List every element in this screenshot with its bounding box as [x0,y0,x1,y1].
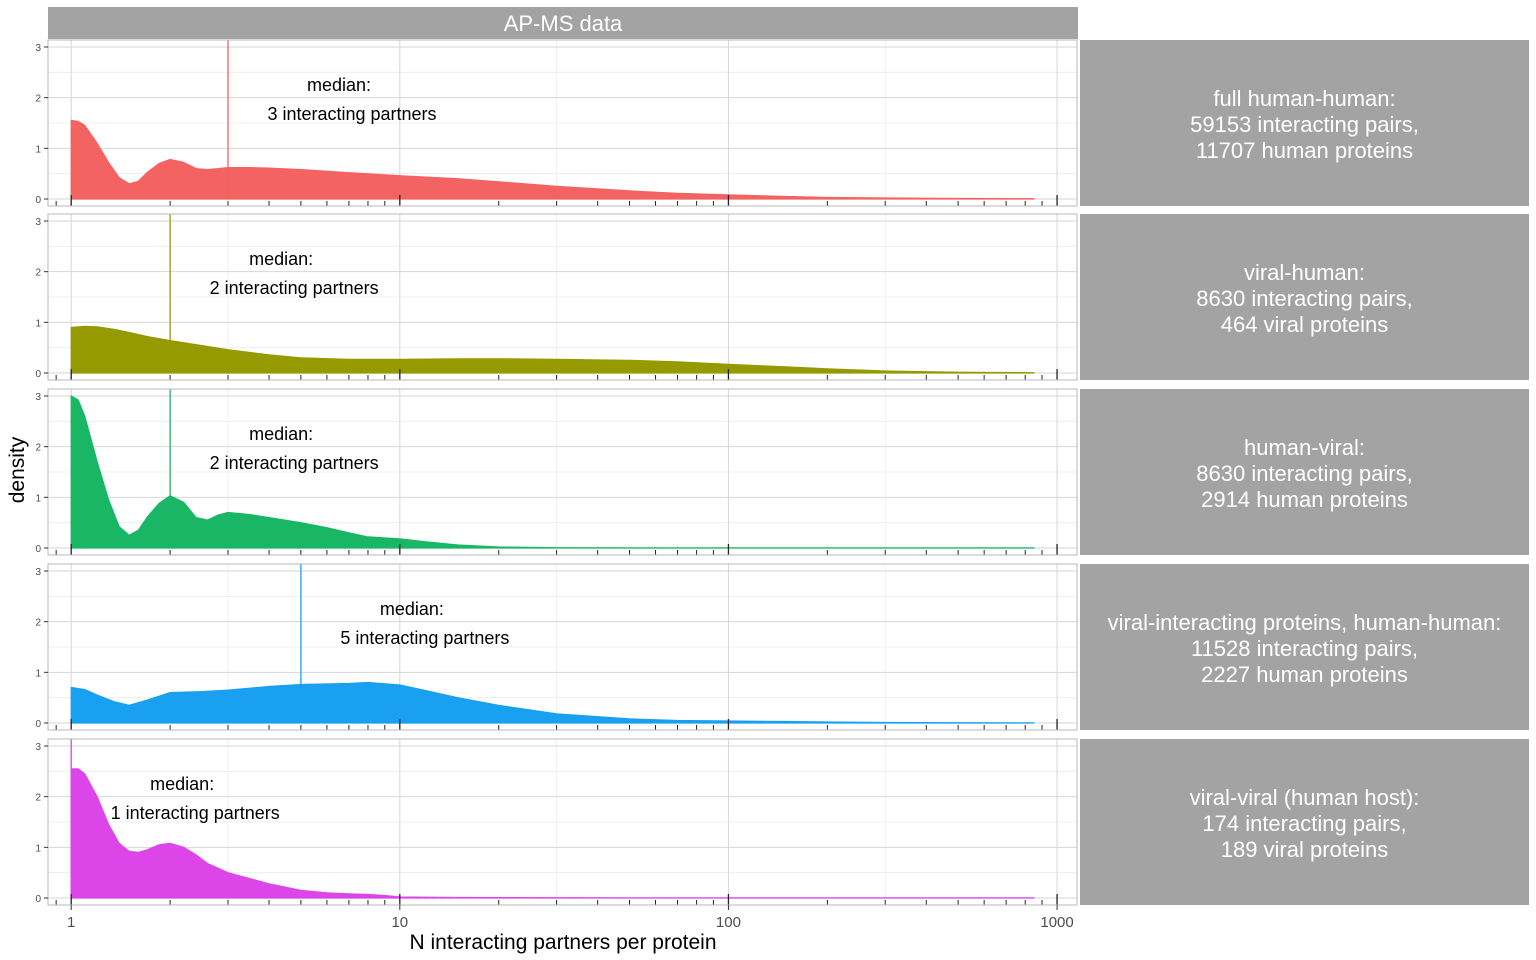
x-tick-label: 1000 [1040,914,1073,931]
y-tick-label: 1 [35,843,41,854]
panel-border [47,563,1078,731]
median-value-label: 5 interacting partners [340,628,509,648]
panel-border [47,388,1078,556]
y-tick-label: 2 [35,618,41,629]
facet-strip-line: 174 interacting pairs, [1202,811,1406,836]
panel-1: median: 3 interacting partners 0 1 2 3 full hu… [35,39,1529,207]
y-tick-label: 1 [35,668,41,679]
facet-strip-line: 2914 human proteins [1201,487,1408,512]
y-tick-label: 3 [35,567,41,578]
panel-border [47,213,1078,381]
density-area [70,681,1035,724]
y-tick-label: 1 [35,144,41,155]
panel-2: median: 2 interacting partners 0 1 2 3 viral-h… [35,213,1529,381]
x-tick-label: 10 [391,914,408,931]
x-tick-label: 100 [716,914,741,931]
facet-strip-line: 464 viral proteins [1221,312,1389,337]
y-tick-label: 2 [35,268,41,279]
facet-strip-line: full human-human: [1213,86,1395,111]
y-tick-label: 2 [35,443,41,454]
x-tick-label: 1 [67,914,75,931]
density-area [70,394,1035,549]
y-tick-label: 2 [35,94,41,105]
median-value-label: 2 interacting partners [210,453,379,473]
panel-border [47,39,1078,207]
facet-strip-line: 8630 interacting pairs, [1196,286,1412,311]
panel-3: median: 2 interacting partners 0 1 2 3 human-v… [35,388,1529,556]
median-label: median: [307,75,371,95]
median-label: median: [249,249,313,269]
chart-title: AP-MS data [504,11,623,36]
x-axis-label: N interacting partners per protein [410,931,717,954]
median-label: median: [150,774,214,794]
median-value-label: 2 interacting partners [210,278,379,298]
facet-strip-line: human-viral: [1244,435,1365,460]
y-tick-label: 3 [35,43,41,54]
facet-strip-line: viral-human: [1244,260,1365,285]
median-label: median: [380,599,444,619]
panel-border [47,738,1078,906]
y-tick-label: 0 [35,195,41,206]
facet-strip [1080,40,1529,206]
y-tick-label: 3 [35,217,41,228]
facet-strip [1080,739,1529,905]
facet-strip-line: 8630 interacting pairs, [1196,461,1412,486]
y-axis-label: density [6,436,29,503]
facet-strip-line: viral-viral (human host): [1190,785,1420,810]
y-tick-label: 0 [35,719,41,730]
facet-strip-line: 2227 human proteins [1201,662,1408,687]
density-area [70,119,1035,200]
median-value-label: 1 interacting partners [111,803,280,823]
y-tick-label: 0 [35,544,41,555]
panels: median: 3 interacting partners 0 1 2 3 full hu… [35,39,1529,906]
facet-strip [1080,214,1529,380]
y-tick-label: 1 [35,493,41,504]
panel-5: median: 1 interacting partners 0 1 2 3 viral-v… [35,738,1529,906]
y-tick-label: 2 [35,793,41,804]
median-value-label: 3 interacting partners [267,104,436,124]
median-label: median: [249,424,313,444]
y-tick-label: 3 [35,392,41,403]
y-tick-label: 1 [35,318,41,329]
y-tick-label: 0 [35,369,41,380]
facet-strip-line: 11528 interacting pairs, [1191,636,1418,661]
y-tick-label: 0 [35,894,41,905]
x-axis: 1 10 100 1000 [67,905,1074,931]
density-area [70,768,1035,899]
y-tick-label: 3 [35,742,41,753]
chart-title-strip [48,7,1078,39]
panel-4: median: 5 interacting partners 0 1 2 3 viral-i… [35,563,1529,731]
facet-strip-line: 11707 human proteins [1196,138,1413,163]
facet-strip [1080,564,1529,730]
facet-strip-line: viral-interacting proteins, human-human: [1108,610,1502,635]
density-area [70,325,1035,374]
facet-strip-line: 189 viral proteins [1221,837,1389,862]
facet-strip [1080,389,1529,555]
facet-strip-line: 59153 interacting pairs, [1190,112,1419,137]
